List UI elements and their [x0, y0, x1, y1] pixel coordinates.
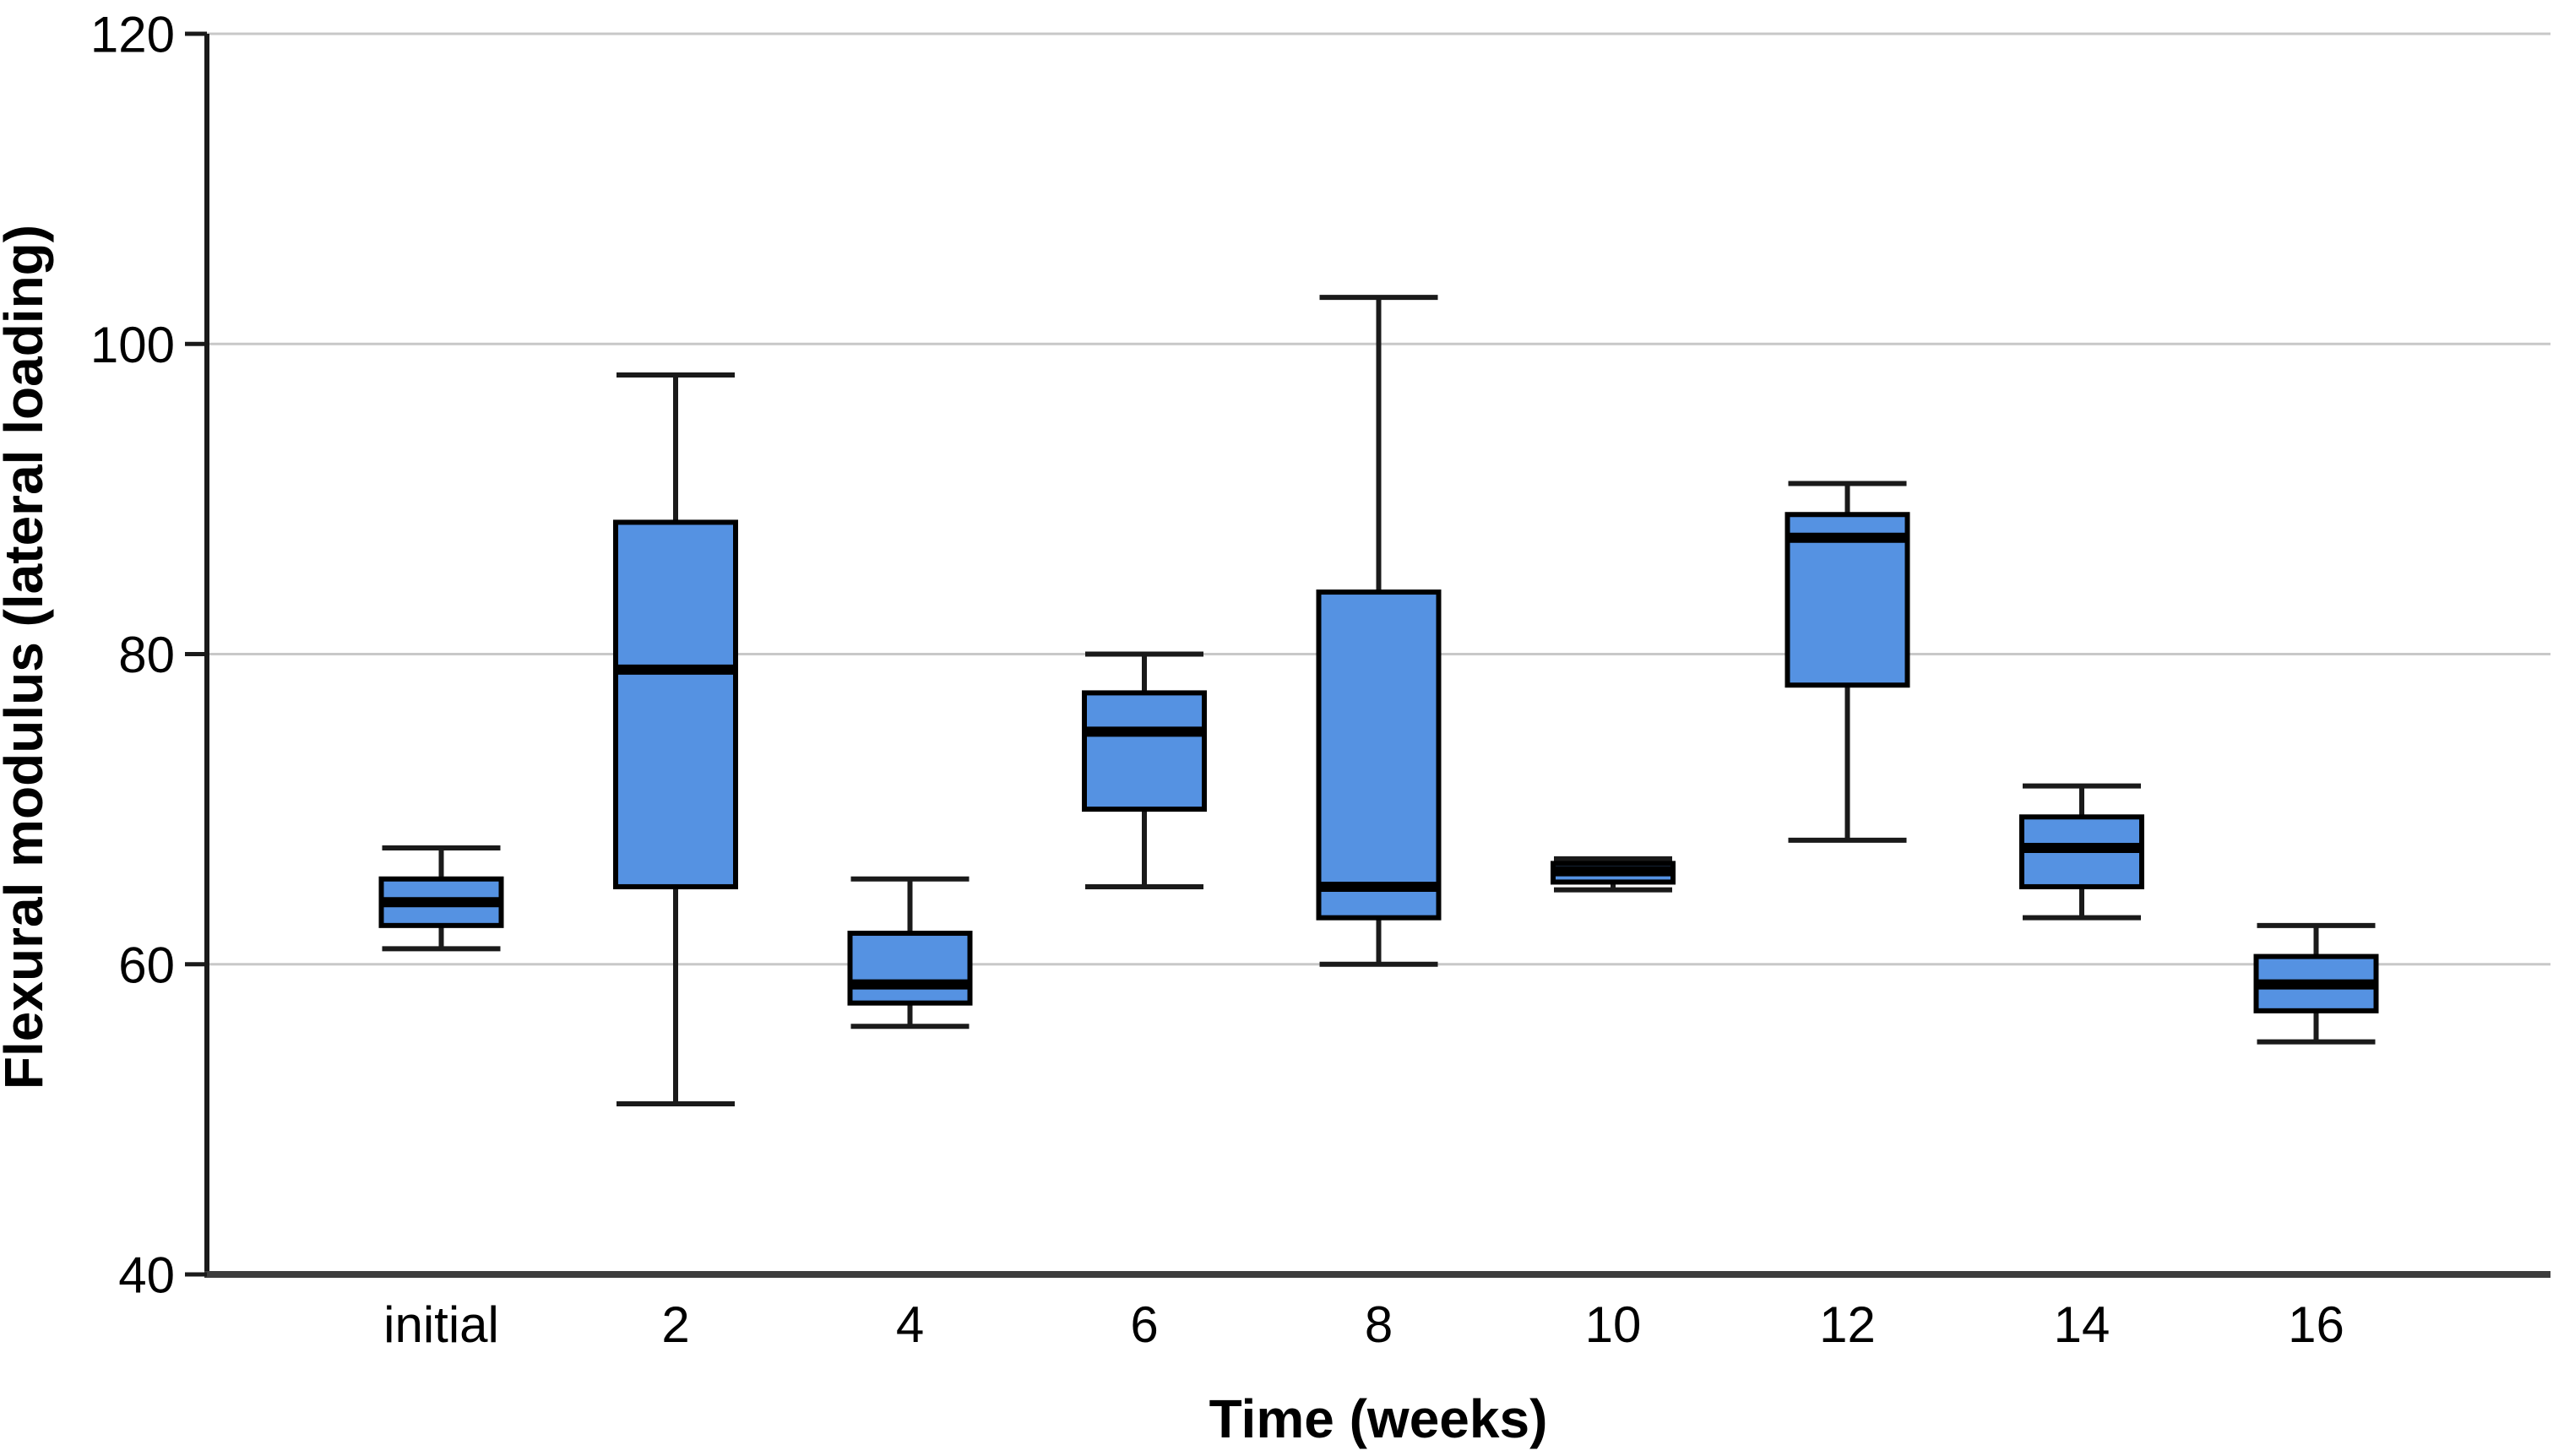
box-group-4 [847, 876, 973, 1030]
iqr-box [1316, 589, 1442, 921]
box-group-12 [1784, 481, 1910, 843]
x-tick-label-8: 8 [1365, 1296, 1393, 1353]
iqr-box [1082, 690, 1207, 812]
x-tick-label-4: 4 [896, 1296, 924, 1353]
box-group-10 [1551, 856, 1676, 893]
iqr-box [1784, 512, 1910, 688]
box-group-6 [1082, 651, 1207, 889]
y-tick-label-40: 40 [118, 1247, 175, 1304]
y-tick-label-80: 80 [118, 627, 175, 683]
y-tick-label-60: 60 [118, 937, 175, 993]
box-group-initial [378, 845, 504, 952]
x-tick-label-10: 10 [1585, 1296, 1642, 1353]
x-tick-label-initial: initial [383, 1296, 499, 1353]
x-tick-label-12: 12 [1819, 1296, 1876, 1353]
y-tick-label-120: 120 [90, 7, 175, 63]
box-group-14 [2019, 783, 2144, 921]
y-axis-title: Flexural modulus (lateral loading) [0, 225, 54, 1089]
box-group-8 [1316, 295, 1442, 967]
x-tick-label-6: 6 [1130, 1296, 1158, 1353]
x-axis-title: Time (weeks) [1209, 1388, 1548, 1449]
x-tick-label-2: 2 [661, 1296, 689, 1353]
axes [185, 31, 2550, 1278]
axis-tick-labels: 40 60 80 100 120 initial 2 4 6 8 10 12 14 16 [90, 7, 2344, 1353]
iqr-box [847, 931, 973, 1006]
x-tick-label-14: 14 [2054, 1296, 2110, 1353]
y-tick-label-100: 100 [90, 317, 175, 373]
box-group-2 [613, 372, 738, 1107]
x-tick-label-16: 16 [2288, 1296, 2344, 1353]
box-group-16 [2253, 922, 2379, 1045]
iqr-box [613, 519, 738, 889]
box-series [378, 295, 2379, 1107]
